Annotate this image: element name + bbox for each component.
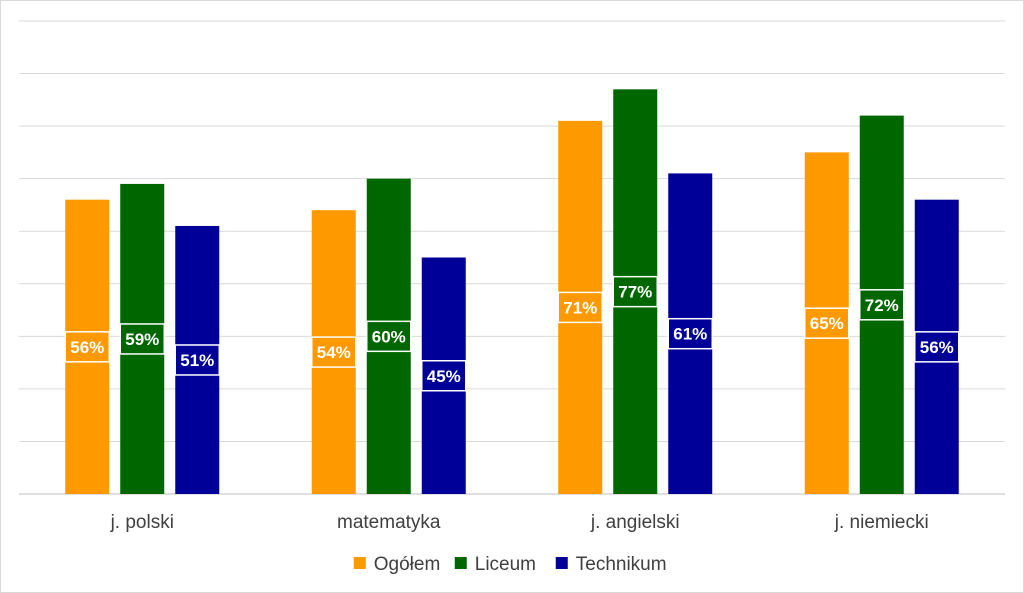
legend-label: Ogółem [374,554,441,575]
data-label-box [859,289,905,321]
category-label: j. angielski [590,512,680,533]
data-label-box [119,323,165,355]
legend-swatch [555,557,568,569]
data-label: 71% [563,298,597,317]
data-label: 56% [70,338,104,357]
data-label-box [557,291,603,324]
data-label: 45% [427,367,461,386]
data-label: 61% [673,325,707,344]
data-label-box [174,344,220,376]
category-label: matematyka [337,512,441,533]
legend-label: Liceum [475,554,536,575]
data-label-box [612,275,658,308]
data-label-box [64,331,110,363]
data-label: 51% [180,351,214,370]
legend-label: Technikum [576,554,667,575]
category-label: j. niemiecki [834,512,929,533]
data-label: 56% [920,338,954,357]
data-label: 72% [865,296,899,315]
data-label-box [667,317,713,350]
data-label-box [311,336,357,368]
data-label-box [366,320,412,353]
data-label: 65% [810,314,844,333]
data-label: 54% [317,343,351,362]
legend-swatch [454,557,467,569]
data-label: 60% [372,327,406,346]
data-label: 59% [125,330,159,349]
legend-swatch [353,557,366,569]
data-label-box [421,360,467,392]
category-label: j. polski [110,512,174,533]
data-label-box [804,307,850,339]
data-label-box [914,331,960,363]
data-label: 77% [618,283,652,302]
